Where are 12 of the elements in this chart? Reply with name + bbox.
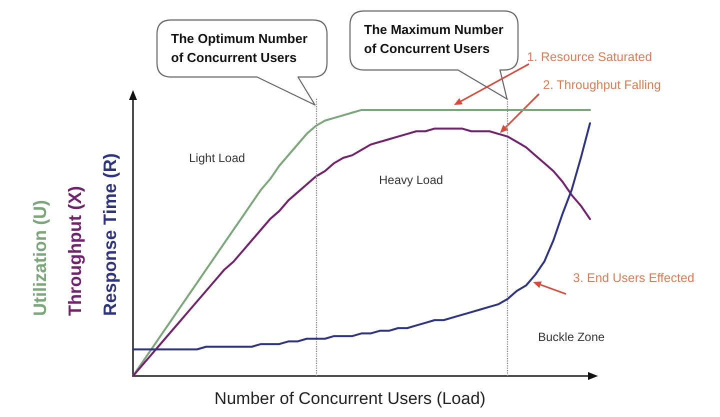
annotation: Buckle Zone [538,330,606,344]
text: The Maximum Number of Concurrent Users [364,22,508,56]
text: The Optimum Number of Concurrent Users [171,31,312,65]
text: 2. Throughput Falling [543,78,661,92]
text: 1. Resource Saturated [527,50,652,64]
annotation: Light Load [189,151,246,165]
x-axis-title: Number of Concurrent Users (Load) [214,389,486,408]
text: Response Time (R) [100,153,120,316]
text: Throughput (X) [65,186,85,316]
annotation: Heavy Load [379,173,444,187]
text: Utilization (U) [30,200,50,316]
annotation: 3. End Users Effected [573,271,694,285]
